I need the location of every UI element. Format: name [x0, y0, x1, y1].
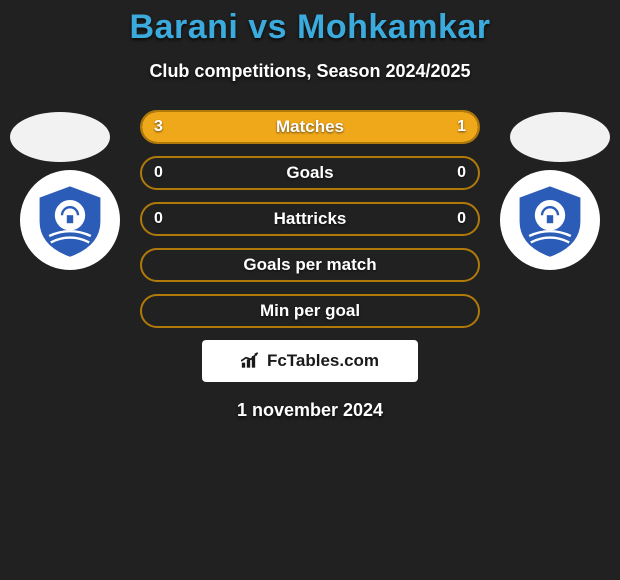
stat-row: 00Goals	[140, 156, 480, 190]
stat-row: 31Matches	[140, 110, 480, 144]
stat-row: Goals per match	[140, 248, 480, 282]
stat-row: Min per goal	[140, 294, 480, 328]
stat-label: Goals per match	[142, 255, 478, 275]
stats-list: 31Matches 00Goals 00Hattricks Goals per mat…	[140, 110, 480, 328]
comparison-card: Barani vs Mohkamkar Club competitions, S…	[0, 0, 620, 421]
stat-row: 00Hattricks	[140, 202, 480, 236]
club-crest-icon	[30, 180, 110, 260]
page-title: Barani vs Mohkamkar	[0, 8, 620, 47]
stat-label: Goals	[142, 163, 478, 183]
stat-label: Min per goal	[142, 301, 478, 321]
date-label: 1 november 2024	[0, 400, 620, 421]
stat-label: Matches	[142, 117, 478, 137]
club-crest-icon	[510, 180, 590, 260]
player-left-avatar	[10, 112, 110, 162]
brand-text: FcTables.com	[267, 351, 379, 371]
club-badge-left	[20, 170, 120, 270]
brand-badge[interactable]: FcTables.com	[202, 340, 418, 382]
subtitle: Club competitions, Season 2024/2025	[0, 61, 620, 82]
bar-chart-icon	[241, 352, 261, 370]
player-right-avatar	[510, 112, 610, 162]
club-badge-right	[500, 170, 600, 270]
stat-label: Hattricks	[142, 209, 478, 229]
